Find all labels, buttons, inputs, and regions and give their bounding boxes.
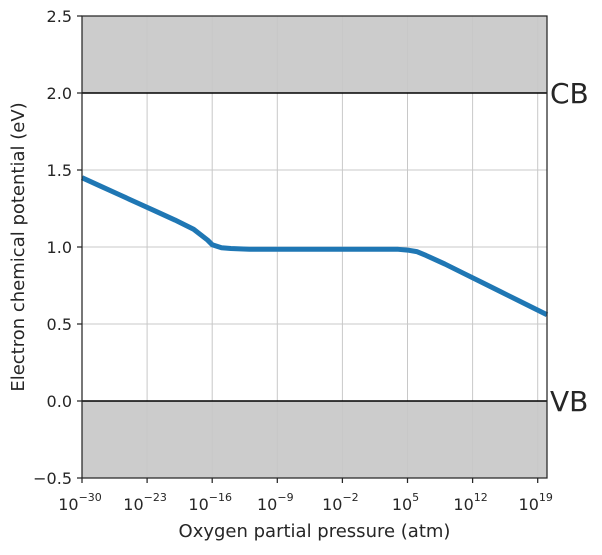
- series-group: [80, 175, 549, 317]
- band-label-vb: VB: [550, 385, 588, 418]
- y-tick-label: 0.5: [47, 315, 72, 334]
- y-tick-label: 0.0: [47, 392, 72, 411]
- y-tick-label: 2.0: [47, 84, 72, 103]
- x-axis-label: Oxygen partial pressure (atm): [179, 521, 451, 542]
- x-tick-label: 10−30: [58, 491, 102, 514]
- x-tick-label: 105: [392, 491, 419, 514]
- y-tick-label: 1.0: [47, 238, 72, 257]
- band-label-cb: CB: [550, 77, 589, 110]
- y-ticks-group: −0.5 0.0 0.5 1.0 1.5 2.0 2.5: [33, 7, 82, 488]
- band-labels-group: CB VB: [550, 77, 589, 418]
- y-axis-label: Electron chemical potential (eV): [8, 102, 29, 391]
- x-tick-label: 10−2: [322, 491, 359, 514]
- x-tick-label: 10−23: [123, 491, 167, 514]
- x-ticks-group: 10−30 10−23 10−16 10−9 10−2 105 1012 1019: [58, 478, 553, 514]
- x-tick-label: 1019: [519, 491, 553, 514]
- band-lines-group: [82, 92, 547, 402]
- x-tick-label: 10−16: [188, 491, 232, 514]
- band-shading-group: [82, 16, 547, 478]
- series-line-0: [80, 175, 549, 317]
- x-tick-label: 1012: [453, 491, 487, 514]
- band-region-vb: [82, 401, 547, 478]
- y-tick-label: −0.5: [33, 469, 72, 488]
- band-region-cb: [82, 16, 547, 93]
- y-tick-label: 1.5: [47, 161, 72, 180]
- y-tick-label: 2.5: [47, 7, 72, 26]
- x-tick-label: 10−9: [257, 491, 294, 514]
